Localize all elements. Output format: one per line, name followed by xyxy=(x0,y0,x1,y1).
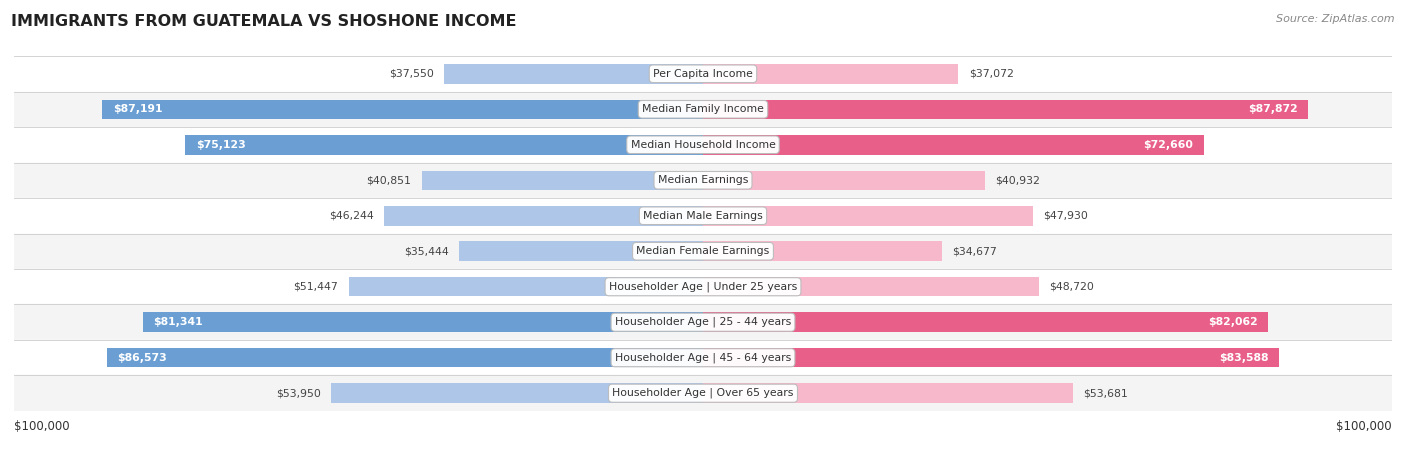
Text: $34,677: $34,677 xyxy=(952,246,997,256)
Text: $53,681: $53,681 xyxy=(1083,388,1128,398)
Bar xyxy=(14,163,1392,198)
Bar xyxy=(349,277,703,297)
Text: $100,000: $100,000 xyxy=(14,420,70,433)
Text: $86,573: $86,573 xyxy=(117,353,167,363)
Bar xyxy=(14,56,1392,92)
Text: $82,062: $82,062 xyxy=(1208,317,1258,327)
Bar xyxy=(14,340,1392,375)
Text: $75,123: $75,123 xyxy=(195,140,246,150)
Bar xyxy=(422,170,703,190)
Bar xyxy=(703,206,1033,226)
Text: Median Household Income: Median Household Income xyxy=(630,140,776,150)
Text: $87,872: $87,872 xyxy=(1249,104,1298,114)
Text: Householder Age | 25 - 44 years: Householder Age | 25 - 44 years xyxy=(614,317,792,327)
Text: Median Family Income: Median Family Income xyxy=(643,104,763,114)
Text: $40,932: $40,932 xyxy=(995,175,1040,185)
Text: $35,444: $35,444 xyxy=(404,246,449,256)
Text: Per Capita Income: Per Capita Income xyxy=(652,69,754,79)
Text: Householder Age | 45 - 64 years: Householder Age | 45 - 64 years xyxy=(614,353,792,363)
Text: $46,244: $46,244 xyxy=(329,211,374,221)
Bar xyxy=(186,135,703,155)
Bar xyxy=(444,64,703,84)
Bar xyxy=(384,206,703,226)
Text: Median Female Earnings: Median Female Earnings xyxy=(637,246,769,256)
Bar xyxy=(14,269,1392,304)
Bar xyxy=(703,277,1039,297)
Bar xyxy=(103,99,703,119)
Text: $83,588: $83,588 xyxy=(1219,353,1268,363)
Bar xyxy=(703,383,1073,403)
Bar xyxy=(703,241,942,261)
Bar xyxy=(14,234,1392,269)
Text: Householder Age | Over 65 years: Householder Age | Over 65 years xyxy=(612,388,794,398)
Text: IMMIGRANTS FROM GUATEMALA VS SHOSHONE INCOME: IMMIGRANTS FROM GUATEMALA VS SHOSHONE IN… xyxy=(11,14,517,29)
Bar xyxy=(458,241,703,261)
Bar xyxy=(14,304,1392,340)
Bar xyxy=(332,383,703,403)
Bar xyxy=(703,99,1309,119)
Bar xyxy=(703,170,986,190)
Bar xyxy=(14,127,1392,163)
Bar xyxy=(703,312,1268,332)
Bar xyxy=(14,198,1392,234)
Bar xyxy=(142,312,703,332)
Text: $37,072: $37,072 xyxy=(969,69,1014,79)
Bar xyxy=(107,348,703,368)
Text: Source: ZipAtlas.com: Source: ZipAtlas.com xyxy=(1277,14,1395,24)
Text: $51,447: $51,447 xyxy=(294,282,339,292)
Text: $100,000: $100,000 xyxy=(1336,420,1392,433)
Text: $40,851: $40,851 xyxy=(367,175,411,185)
Text: $47,930: $47,930 xyxy=(1043,211,1088,221)
Bar xyxy=(703,135,1204,155)
Bar xyxy=(14,375,1392,411)
Text: Median Male Earnings: Median Male Earnings xyxy=(643,211,763,221)
Text: Median Earnings: Median Earnings xyxy=(658,175,748,185)
Text: Householder Age | Under 25 years: Householder Age | Under 25 years xyxy=(609,282,797,292)
Text: $81,341: $81,341 xyxy=(153,317,202,327)
Bar xyxy=(703,64,959,84)
Bar xyxy=(703,348,1279,368)
Text: $37,550: $37,550 xyxy=(389,69,434,79)
Text: $53,950: $53,950 xyxy=(276,388,321,398)
Text: $48,720: $48,720 xyxy=(1049,282,1094,292)
Text: $87,191: $87,191 xyxy=(112,104,162,114)
Bar xyxy=(14,92,1392,127)
Text: $72,660: $72,660 xyxy=(1143,140,1194,150)
